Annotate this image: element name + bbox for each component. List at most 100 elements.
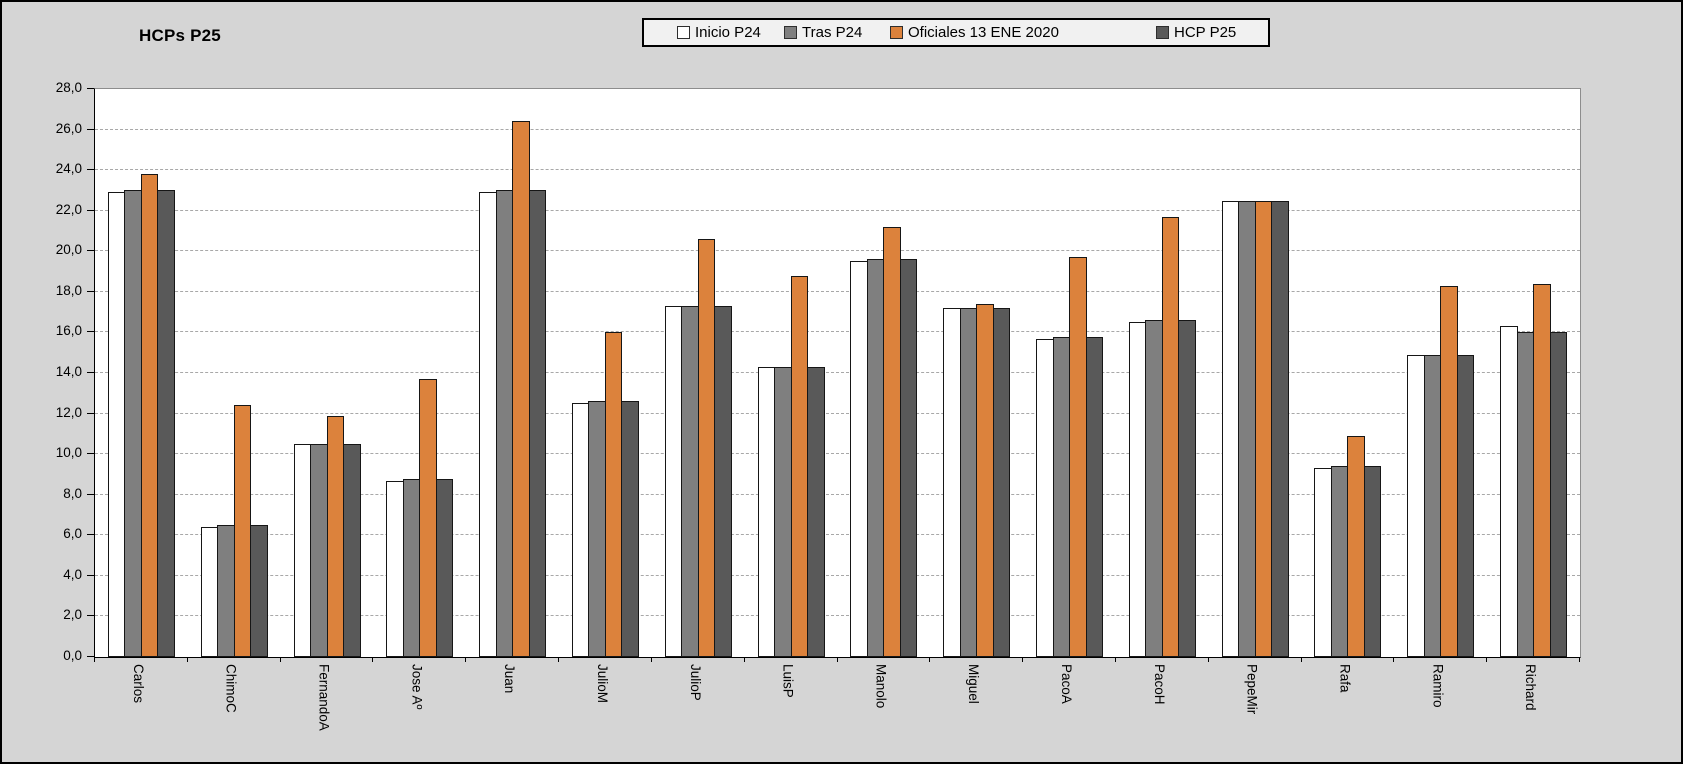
chart-title[interactable]: HCPs P25	[139, 26, 221, 45]
bar-PacoA-Inicio P24[interactable]	[1036, 338, 1054, 657]
gridline	[95, 493, 1580, 495]
bar-JulioM-Inicio P24[interactable]	[571, 403, 590, 657]
bar-Miguel-Tras P24[interactable]	[959, 308, 978, 657]
gridline	[95, 169, 1580, 171]
bar-Richard-Inicio P24[interactable]	[1500, 326, 1518, 657]
bar-JulioP-Oficiales 13 ENE 2020[interactable]	[697, 239, 716, 657]
gridline	[95, 128, 1580, 130]
y-axis-tick	[87, 88, 94, 89]
bar-PacoH-Oficiales 13 ENE 2020[interactable]	[1161, 216, 1180, 657]
bar-FernandoA-Tras P24[interactable]	[310, 444, 328, 657]
bar-Ramiro-Inicio P24[interactable]	[1407, 354, 1425, 657]
bar-Jose Aº-Inicio P24[interactable]	[386, 480, 404, 657]
bar-JulioM-Tras P24[interactable]	[588, 401, 606, 657]
y-axis-label: 24,0	[55, 161, 82, 177]
bar-PepeMir-HCP P25[interactable]	[1271, 200, 1289, 657]
legend-item-1[interactable]: Inicio P24	[677, 20, 761, 45]
bar-Jose Aº-Oficiales 13 ENE 2020[interactable]	[419, 379, 437, 657]
bar-Richard-Tras P24[interactable]	[1516, 332, 1535, 657]
gridline	[95, 534, 1580, 536]
x-axis-tick	[1114, 657, 1116, 662]
bar-Manolo-Tras P24[interactable]	[866, 259, 885, 657]
bar-Juan-Inicio P24[interactable]	[479, 192, 497, 657]
bar-Miguel-HCP P25[interactable]	[992, 308, 1011, 657]
chart-legend: Inicio P24 Tras P24 Oficiales 13 ENE 2020 H…	[642, 18, 1270, 47]
x-axis-label: Juan	[502, 664, 518, 694]
y-axis-label: 28,0	[55, 80, 82, 95]
bar-Richard-Oficiales 13 ENE 2020[interactable]	[1533, 283, 1551, 657]
x-axis-label: PacoA	[1059, 664, 1075, 704]
bar-PacoA-HCP P25[interactable]	[1085, 336, 1104, 657]
x-axis-tick	[1300, 657, 1302, 662]
y-axis-label: 8,0	[63, 485, 82, 501]
bar-FernandoA-Oficiales 13 ENE 2020[interactable]	[326, 415, 345, 657]
bar-ChimoC-Tras P24[interactable]	[217, 525, 235, 657]
x-axis-label: ChimoC	[223, 664, 239, 713]
y-axis-tick	[87, 331, 94, 333]
bar-Carlos-Inicio P24[interactable]	[107, 192, 126, 657]
gridline	[95, 574, 1580, 576]
bar-Rafa-Oficiales 13 ENE 2020[interactable]	[1347, 435, 1365, 657]
bar-Rafa-HCP P25[interactable]	[1363, 466, 1382, 657]
x-axis-tick	[929, 657, 931, 662]
y-axis-tick	[87, 290, 94, 292]
y-axis-label: 22,0	[55, 201, 82, 217]
bar-LuisP-Tras P24[interactable]	[774, 366, 792, 657]
bar-FernandoA-Inicio P24[interactable]	[293, 444, 312, 657]
x-axis-label: JulioP	[687, 664, 703, 701]
y-axis-label: 0,0	[63, 648, 82, 663]
bar-PepeMir-Tras P24[interactable]	[1238, 200, 1256, 657]
bar-Rafa-Inicio P24[interactable]	[1314, 468, 1332, 657]
bar-Rafa-Tras P24[interactable]	[1330, 466, 1349, 657]
bar-Miguel-Oficiales 13 ENE 2020[interactable]	[976, 304, 994, 657]
bar-Jose Aº-Tras P24[interactable]	[402, 478, 421, 657]
legend-item-2[interactable]: Tras P24	[784, 20, 862, 45]
gridline	[95, 372, 1580, 373]
bar-Juan-Oficiales 13 ENE 2020[interactable]	[512, 121, 530, 657]
bar-FernandoA-HCP P25[interactable]	[343, 444, 361, 657]
bar-PacoH-HCP P25[interactable]	[1178, 320, 1196, 657]
bar-PacoH-Tras P24[interactable]	[1145, 320, 1163, 657]
legend-item-3[interactable]: Oficiales 13 ENE 2020	[890, 20, 1059, 45]
y-axis-label: 14,0	[55, 364, 82, 379]
gridline	[95, 290, 1580, 292]
bar-Jose Aº-HCP P25[interactable]	[435, 478, 454, 657]
bar-PepeMir-Oficiales 13 ENE 2020[interactable]	[1254, 200, 1273, 657]
x-axis-label: Carlos	[130, 664, 146, 704]
legend-item-4[interactable]: HCP P25	[1156, 20, 1236, 45]
bar-Ramiro-Oficiales 13 ENE 2020[interactable]	[1440, 285, 1458, 657]
x-axis-tick	[1486, 657, 1488, 662]
bar-Miguel-Inicio P24[interactable]	[943, 308, 961, 657]
bar-PacoA-Tras P24[interactable]	[1052, 336, 1071, 657]
bar-Carlos-Oficiales 13 ENE 2020[interactable]	[140, 174, 159, 657]
bar-Carlos-Tras P24[interactable]	[124, 190, 142, 657]
bar-Ramiro-HCP P25[interactable]	[1456, 354, 1475, 657]
bar-Manolo-Oficiales 13 ENE 2020[interactable]	[883, 226, 901, 657]
bar-ChimoC-Oficiales 13 ENE 2020[interactable]	[233, 405, 252, 657]
bar-JulioP-HCP P25[interactable]	[714, 306, 732, 657]
bar-Ramiro-Tras P24[interactable]	[1423, 354, 1442, 657]
bar-LuisP-HCP P25[interactable]	[807, 366, 825, 657]
bar-Juan-HCP P25[interactable]	[528, 190, 547, 657]
bar-JulioP-Inicio P24[interactable]	[664, 306, 683, 657]
x-axis-tick	[465, 657, 467, 662]
bar-Manolo-Inicio P24[interactable]	[850, 261, 868, 657]
bar-ChimoC-HCP P25[interactable]	[250, 525, 268, 657]
bar-PacoH-Inicio P24[interactable]	[1128, 322, 1147, 657]
bar-ChimoC-Inicio P24[interactable]	[200, 527, 219, 657]
bar-JulioM-Oficiales 13 ENE 2020[interactable]	[604, 332, 623, 657]
bar-Richard-HCP P25[interactable]	[1549, 332, 1568, 657]
x-axis-tick	[836, 657, 838, 662]
y-axis-tick	[87, 209, 94, 211]
bar-Manolo-HCP P25[interactable]	[899, 259, 918, 657]
bar-JulioM-HCP P25[interactable]	[621, 401, 639, 657]
bar-Carlos-HCP P25[interactable]	[157, 190, 175, 657]
y-axis-label: 2,0	[63, 607, 82, 623]
bar-Juan-Tras P24[interactable]	[495, 190, 514, 657]
bar-PacoA-Oficiales 13 ENE 2020[interactable]	[1069, 257, 1087, 657]
bar-LuisP-Oficiales 13 ENE 2020[interactable]	[790, 275, 809, 657]
bar-JulioP-Tras P24[interactable]	[681, 306, 699, 657]
plot-area	[94, 88, 1581, 658]
bar-PepeMir-Inicio P24[interactable]	[1221, 200, 1240, 657]
bar-LuisP-Inicio P24[interactable]	[757, 366, 776, 657]
